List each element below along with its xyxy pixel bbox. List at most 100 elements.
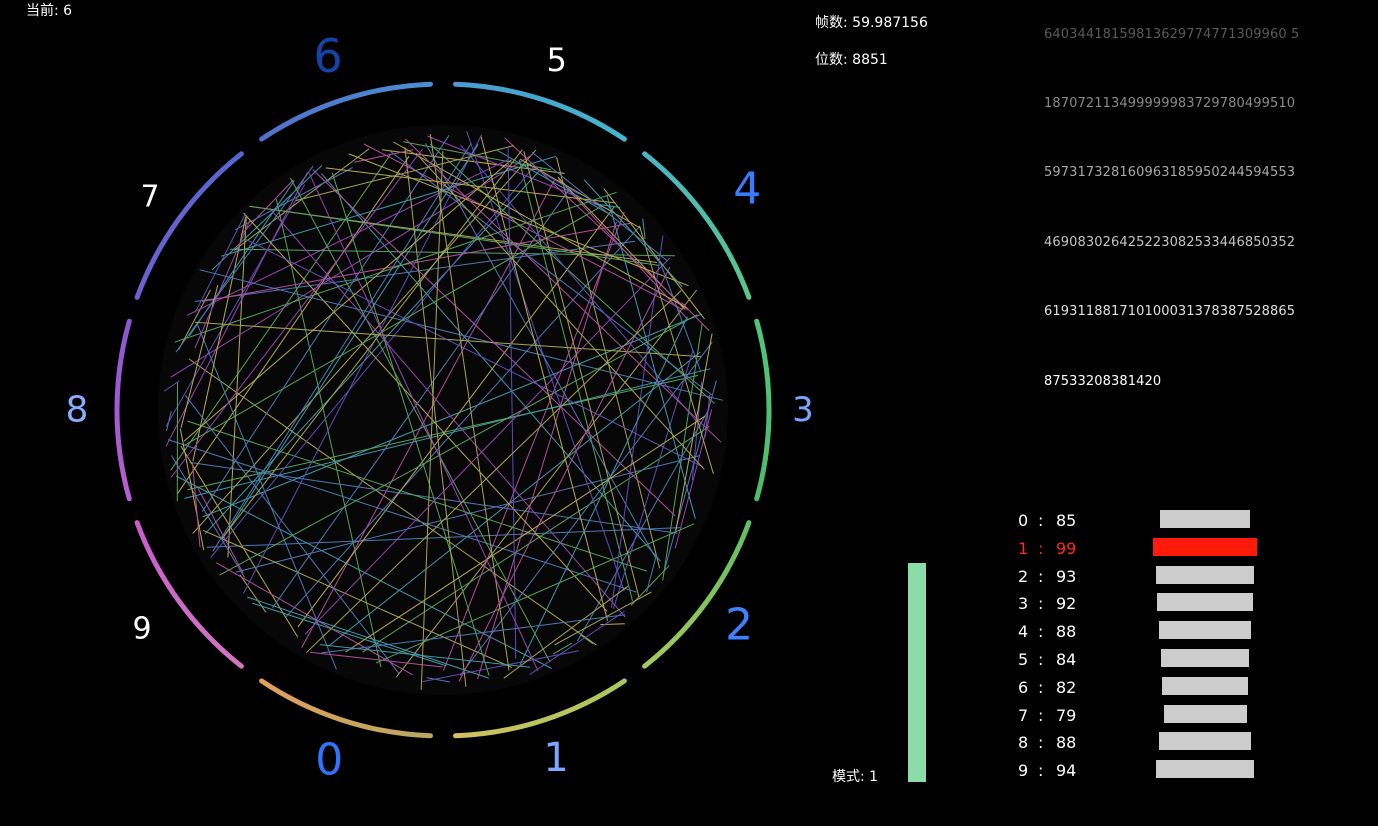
histogram-separator: :	[1038, 705, 1044, 725]
histogram-count: 82	[1056, 677, 1077, 697]
chord-line	[556, 156, 661, 569]
chord-line	[345, 415, 706, 653]
chord-line	[180, 445, 299, 638]
histogram-bar	[1158, 621, 1252, 640]
histogram-count: 88	[1056, 622, 1077, 642]
histogram-bar	[1158, 732, 1252, 751]
ring-label-9: 9	[132, 611, 152, 647]
ring-segment-3	[754, 318, 772, 502]
ring-label-2: 2	[725, 599, 754, 651]
ring-label-6: 6	[313, 29, 343, 84]
ring-segment-9	[134, 520, 244, 669]
histogram-digit: 7	[1018, 705, 1029, 725]
histogram-bar	[1156, 593, 1254, 612]
chord-line	[321, 614, 626, 654]
histogram-bar	[1153, 537, 1257, 556]
histogram-count: 93	[1056, 566, 1077, 586]
histogram-row-2: 2:93	[1018, 563, 1278, 591]
pi-line-1: 64034418159813629774771309960 5	[1044, 27, 1300, 42]
ring-segment-1	[453, 678, 627, 739]
histogram-separator: :	[1038, 733, 1044, 753]
chord-line	[603, 188, 705, 320]
ring-segment-2	[642, 520, 752, 669]
chord-line	[212, 143, 472, 552]
chord-line	[552, 642, 573, 655]
ring-label-0: 0	[315, 734, 344, 786]
chord-line	[233, 148, 370, 251]
chord-line	[240, 179, 294, 236]
chord-line	[179, 428, 205, 551]
ring-segment-6	[259, 81, 433, 142]
chord-line	[443, 211, 625, 671]
ring-segment-5	[453, 81, 627, 142]
chord-line	[606, 194, 696, 519]
chord-line	[642, 218, 646, 240]
chord-line	[348, 153, 689, 287]
chord-line	[219, 314, 698, 576]
chord-line	[199, 269, 724, 401]
chord-line	[187, 374, 699, 491]
chord-line	[404, 147, 467, 687]
chord-line	[174, 191, 617, 343]
chord-line	[613, 350, 694, 609]
histogram-count: 88	[1056, 733, 1077, 753]
chord-line	[304, 257, 671, 635]
pi-line-3: 597317328160963185950244594553	[1044, 165, 1296, 180]
chord-line	[630, 565, 670, 606]
histogram-row-8: 8:88	[1018, 729, 1278, 757]
ring-label-1: 1	[543, 735, 569, 782]
histogram-separator: :	[1038, 650, 1044, 669]
chord-line	[308, 173, 539, 672]
chord-line	[519, 316, 688, 666]
mode-bar-track	[908, 563, 926, 782]
histogram-digit: 4	[1018, 622, 1029, 642]
chord-line	[658, 259, 701, 371]
ring-label-5: 5	[546, 41, 567, 79]
chord-line	[305, 290, 682, 654]
pi-line-4: 469083026425223082533446850352	[1044, 235, 1296, 250]
histogram-digit: 5	[1018, 650, 1029, 669]
chord-line	[289, 177, 551, 663]
histogram-digit: 3	[1018, 594, 1029, 614]
chord-line	[405, 138, 722, 443]
chord-line	[184, 368, 711, 499]
chord-line	[331, 172, 490, 676]
histogram-row-9: 9:94	[1018, 757, 1278, 785]
chord-line	[211, 165, 323, 271]
chord-line	[187, 420, 647, 572]
chord-line	[554, 591, 652, 646]
chord-line	[426, 677, 451, 683]
chord-line	[583, 179, 683, 287]
chord-line	[171, 455, 246, 578]
ring-segment-4	[642, 151, 752, 300]
chord-line	[580, 634, 594, 645]
chord-line	[197, 324, 337, 670]
histogram-bar	[1156, 565, 1254, 584]
histogram-count: 85	[1056, 511, 1077, 530]
chord-line	[297, 206, 615, 628]
histogram-row-6: 6:82	[1018, 674, 1278, 702]
chord-line	[175, 165, 314, 353]
chord-line	[681, 302, 710, 332]
chord-line	[188, 358, 597, 646]
mode-bar-fill	[908, 563, 926, 782]
histogram-count: 94	[1056, 761, 1077, 781]
chord-line	[202, 529, 513, 668]
pi-line-5: 619311881710100031378387528865	[1044, 304, 1296, 319]
chord-line	[459, 341, 713, 676]
chord-line	[285, 226, 640, 618]
chord-line	[415, 152, 705, 470]
chord-line	[184, 206, 600, 446]
histogram-count: 99	[1056, 538, 1077, 558]
chord-lines	[163, 130, 724, 690]
chord-line	[429, 133, 510, 671]
histogram-row-0: 0:85	[1018, 507, 1278, 535]
histogram-count: 84	[1056, 650, 1077, 669]
chord-line	[194, 219, 251, 349]
ring-label-4: 4	[733, 163, 762, 215]
histogram-digit: 2	[1018, 566, 1029, 586]
histogram-digit: 9	[1018, 761, 1029, 781]
histogram-bar	[1161, 676, 1248, 695]
chord-line	[202, 313, 702, 518]
